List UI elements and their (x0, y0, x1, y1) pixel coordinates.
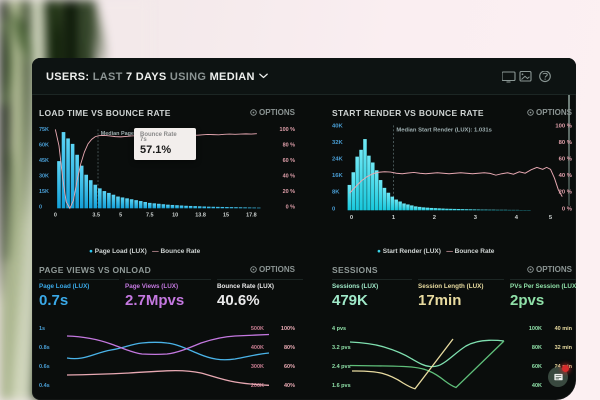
svg-text:17.8: 17.8 (246, 212, 257, 218)
svg-text:40%: 40% (284, 383, 295, 389)
svg-text:15: 15 (223, 212, 229, 218)
svg-text:Median Start Render (LUX): 1.0: Median Start Render (LUX): 1.031s (396, 127, 492, 133)
svg-text:1.6 pvs: 1.6 pvs (332, 383, 351, 389)
svg-text:0.8s: 0.8s (39, 345, 50, 351)
svg-text:7.5: 7.5 (146, 212, 154, 218)
svg-text:0 %: 0 % (562, 206, 573, 212)
svg-text:100 %: 100 % (280, 127, 296, 133)
svg-text:32K: 32K (332, 140, 344, 146)
svg-text:5: 5 (119, 212, 122, 218)
svg-text:0.4s: 0.4s (39, 383, 50, 389)
svg-text:3.5: 3.5 (92, 212, 100, 218)
svg-text:80%: 80% (284, 345, 295, 351)
svg-text:32 min: 32 min (555, 345, 573, 351)
svg-text:30K: 30K (39, 173, 49, 179)
svg-text:400K: 400K (251, 345, 264, 351)
svg-text:40K: 40K (532, 383, 542, 389)
svg-text:0: 0 (54, 212, 57, 218)
svg-text:0: 0 (350, 215, 354, 221)
svg-text:45K: 45K (39, 158, 49, 164)
svg-text:0.6s: 0.6s (39, 364, 50, 370)
svg-text:3.2 pvs: 3.2 pvs (332, 345, 351, 351)
svg-text:20 %: 20 % (283, 189, 296, 195)
svg-text:15K: 15K (39, 189, 49, 195)
svg-text:300K: 300K (251, 364, 264, 370)
svg-text:13.8: 13.8 (195, 212, 206, 218)
svg-text:500K: 500K (251, 326, 264, 332)
svg-text:5: 5 (549, 215, 553, 221)
svg-text:80 %: 80 % (283, 143, 296, 149)
svg-text:60K: 60K (532, 364, 542, 370)
svg-text:3: 3 (474, 215, 478, 221)
svg-text:10: 10 (172, 212, 178, 218)
svg-text:0: 0 (39, 204, 42, 210)
svg-text:40 %: 40 % (559, 173, 573, 179)
svg-text:75K: 75K (39, 127, 49, 133)
svg-text:0: 0 (332, 206, 336, 212)
svg-text:100K: 100K (529, 326, 542, 332)
svg-text:2: 2 (433, 215, 437, 221)
svg-text:40 min: 40 min (555, 326, 573, 332)
svg-text:1: 1 (392, 215, 396, 221)
svg-text:80K: 80K (532, 345, 542, 351)
svg-text:100%: 100% (281, 326, 295, 332)
svg-text:4 pvs: 4 pvs (332, 326, 346, 332)
svg-text:4: 4 (515, 215, 519, 221)
svg-text:40K: 40K (332, 123, 344, 129)
svg-text:60 %: 60 % (283, 158, 296, 164)
svg-text:2.4 pvs: 2.4 pvs (332, 364, 351, 370)
svg-text:100 %: 100 % (555, 123, 572, 129)
svg-text:60 %: 60 % (559, 157, 573, 163)
svg-text:16K: 16K (332, 173, 344, 179)
svg-text:24K: 24K (332, 157, 344, 163)
svg-text:0 %: 0 % (286, 204, 296, 210)
svg-text:1s: 1s (39, 326, 45, 332)
svg-text:60K: 60K (39, 143, 49, 149)
svg-text:60%: 60% (284, 364, 295, 370)
svg-text:40 %: 40 % (283, 173, 296, 179)
svg-text:8K: 8K (332, 190, 340, 196)
svg-text:80 %: 80 % (559, 140, 573, 146)
